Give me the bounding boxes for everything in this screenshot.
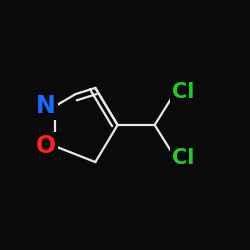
Text: Cl: Cl [172, 148, 194, 169]
Text: O: O [36, 134, 56, 158]
Text: Cl: Cl [172, 82, 194, 102]
Text: N: N [36, 94, 56, 118]
